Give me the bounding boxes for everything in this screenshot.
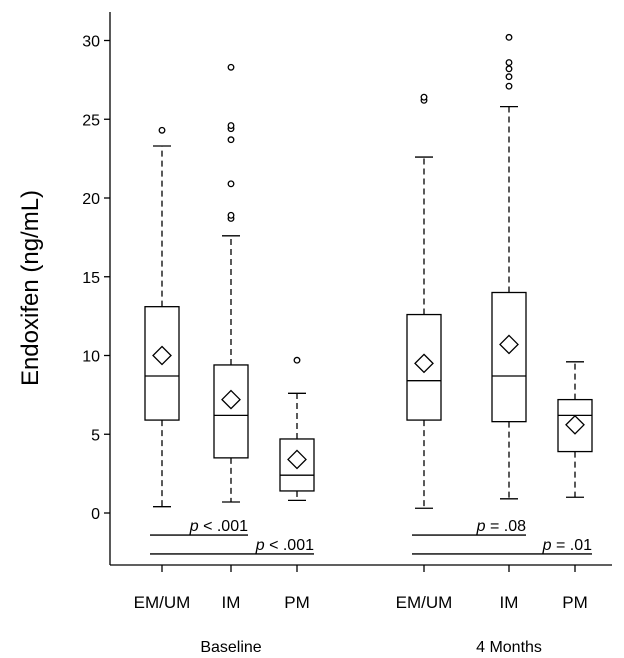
y-tick-label: 15 (82, 270, 100, 287)
box-baseline-im (213, 63, 249, 503)
p-value-label: p < .001 (189, 518, 248, 535)
comparison-em-um-vs-im: p < .001 (150, 518, 248, 536)
outlier-point (158, 126, 166, 134)
outlier-point (505, 33, 513, 41)
outlier-point (420, 93, 428, 101)
mean-marker (565, 414, 585, 435)
y-tick-label: 20 (82, 191, 100, 208)
iqr-box (144, 306, 180, 421)
p-value-label: p = .01 (542, 537, 592, 554)
comparison-em-um-vs-pm: p < .001 (150, 537, 314, 555)
box-4-months-im (491, 33, 527, 500)
p-value-label: p < .001 (255, 537, 314, 554)
y-tick-label: 30 (82, 34, 100, 51)
x-category-label: PM (562, 593, 588, 612)
outlier-point (505, 73, 513, 81)
mean-marker (287, 449, 307, 470)
iqr-box (491, 291, 527, 423)
y-tick-label: 10 (82, 349, 100, 366)
outlier-point (505, 65, 513, 73)
x-category-label: EM/UM (396, 593, 453, 612)
x-category-label: PM (284, 593, 310, 612)
mean-marker (414, 353, 434, 374)
box-baseline-em-um (144, 126, 180, 508)
box-series (144, 33, 593, 509)
axes: 0 5 10 15 20 25 30 Baseline EM/UM IM PM 4 Months EM/… (82, 12, 612, 656)
y-tick-label: 25 (82, 112, 100, 129)
outlier-point (227, 211, 235, 219)
mean-marker (152, 345, 172, 366)
outlier-point (293, 356, 301, 364)
comparison-annotations: p < .001 p < .001 p = .08 p = .01 (150, 518, 592, 555)
y-tick-label: 0 (91, 506, 100, 523)
comparison-em-um-vs-pm: p = .01 (412, 537, 592, 555)
outlier-point (227, 180, 235, 188)
comparison-em-um-vs-im: p = .08 (412, 518, 526, 536)
box-baseline-pm (279, 356, 315, 502)
x-category-label: IM (222, 593, 241, 612)
y-axis-label: Endoxifen (ng/mL) (17, 190, 44, 386)
x-category-label: IM (500, 593, 519, 612)
iqr-box (213, 364, 249, 459)
y-tick-label: 5 (91, 427, 100, 444)
outlier-point (505, 59, 513, 66)
box-4-months-em-um (406, 93, 442, 509)
outlier-point (227, 63, 235, 71)
outlier-point (227, 122, 235, 129)
x-group-label: 4 Months (476, 639, 542, 656)
p-value-label: p = .08 (476, 518, 526, 535)
box-4-months-pm (557, 361, 593, 498)
outlier-point (227, 136, 235, 144)
x-category-label: EM/UM (134, 593, 191, 612)
mean-marker (221, 389, 241, 410)
outlier-point (505, 82, 513, 90)
x-group-label: Baseline (200, 639, 261, 656)
mean-marker (499, 334, 519, 355)
